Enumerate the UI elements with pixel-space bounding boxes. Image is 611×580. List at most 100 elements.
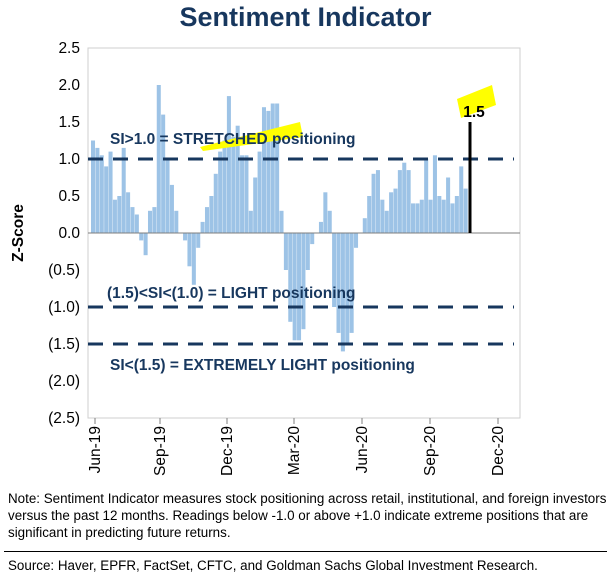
bar [349,233,354,333]
bar [108,151,113,233]
y-tick-label: 1.5 [58,114,80,131]
bar [397,170,402,233]
x-tick-label: Jun-20 [354,426,371,474]
bar [231,136,236,233]
latest-value-label: 1.5 [463,104,485,121]
y-tick-label: (1.5) [48,336,80,353]
bar [139,233,144,241]
threshold-label: SI>1.0 = STRETCHED positioning [110,131,355,148]
bar [428,199,433,233]
bar [441,199,446,233]
sentiment-chart: 2.5 2.0 1.5 1.0 0.5 0.0 (0.5) (1.0) (1.5) (2.0) (2… [10,40,521,476]
bar [454,196,459,233]
bar [147,210,153,233]
bar [323,192,328,233]
bar [209,196,214,233]
bar [288,233,293,322]
bar [432,155,437,233]
threshold-lines [88,157,514,346]
bar [169,184,174,233]
x-tick-label: Sep-20 [422,426,439,476]
highlight-stretched [200,122,303,151]
bar [235,125,240,233]
bar [371,173,376,233]
bar [362,218,367,233]
bar [112,199,117,233]
bar [406,170,411,233]
bar [437,196,442,233]
highlight-latest [457,85,496,118]
bar [200,221,205,233]
bar [204,207,210,233]
source-divider [4,551,607,552]
bar [187,233,192,267]
x-tick-label: Jun-19 [87,426,104,473]
chart-title: Sentiment Indicator [179,2,432,32]
bar [95,147,100,233]
bar [226,96,231,233]
bar [375,170,380,233]
bar [91,140,96,233]
bar [156,85,161,233]
bar [402,162,407,233]
bar [301,233,306,330]
bar [411,203,416,233]
threshold-label: SI<(1.5) = EXTREMELY LIGHT positioning [110,357,415,374]
bar [340,233,345,352]
bar [279,210,284,233]
bar [450,203,455,233]
chart-note: Note: Sentiment Indicator measures stock… [8,491,607,540]
bar [253,177,258,233]
bar [310,233,315,245]
bar [152,207,157,233]
bar [143,233,148,256]
y-tick-label: 2.5 [58,40,80,57]
bar [104,166,109,233]
y-tick-label: 0.5 [58,188,80,205]
bar [130,207,135,233]
bar [99,155,104,233]
x-tick-label: Mar-20 [286,426,303,475]
bar [297,233,302,341]
bar [266,110,271,233]
bar [257,151,262,233]
bar [121,147,126,233]
bar [415,203,420,233]
x-tick-label: Dec-20 [490,426,507,476]
bar [218,151,223,233]
y-tick-label: 1.0 [58,151,80,168]
bar [446,177,451,233]
threshold-label: (1.5)<SI<(1.0) = LIGHT positioning [107,285,355,302]
bar [318,221,323,233]
bar [283,233,288,270]
bar [244,155,249,233]
bar [292,233,297,341]
y-tick-label: (1.0) [48,299,80,316]
bar [191,233,196,285]
bar [459,166,464,233]
annotations: SI>1.0 = STRETCHED positioning (1.5)<SI<(… [107,131,415,374]
bar [134,214,139,233]
x-tick-labels: Jun-19 Sep-19 Dec-19 Mar-20 Jun-20 Sep-20 Dec-… [87,418,507,476]
bar [161,114,166,233]
bar [336,233,341,333]
bar [222,140,227,233]
bar [117,196,122,233]
bar [332,233,337,307]
bar [240,155,245,233]
bar [196,233,201,248]
bar [463,188,468,233]
bar [305,233,310,270]
bar [380,199,385,233]
bar [126,192,131,233]
bar [384,210,389,233]
y-tick-label: (0.5) [48,262,80,279]
y-tick-label: (2.0) [48,373,80,390]
bar [345,233,350,344]
bar [354,233,359,248]
bar [248,210,253,233]
bar [367,196,372,233]
y-tick-labels: 2.5 2.0 1.5 1.0 0.5 0.0 (0.5) (1.0) (1.5) (2.0) (2… [48,40,80,427]
bar [419,199,424,233]
bar [213,173,218,233]
